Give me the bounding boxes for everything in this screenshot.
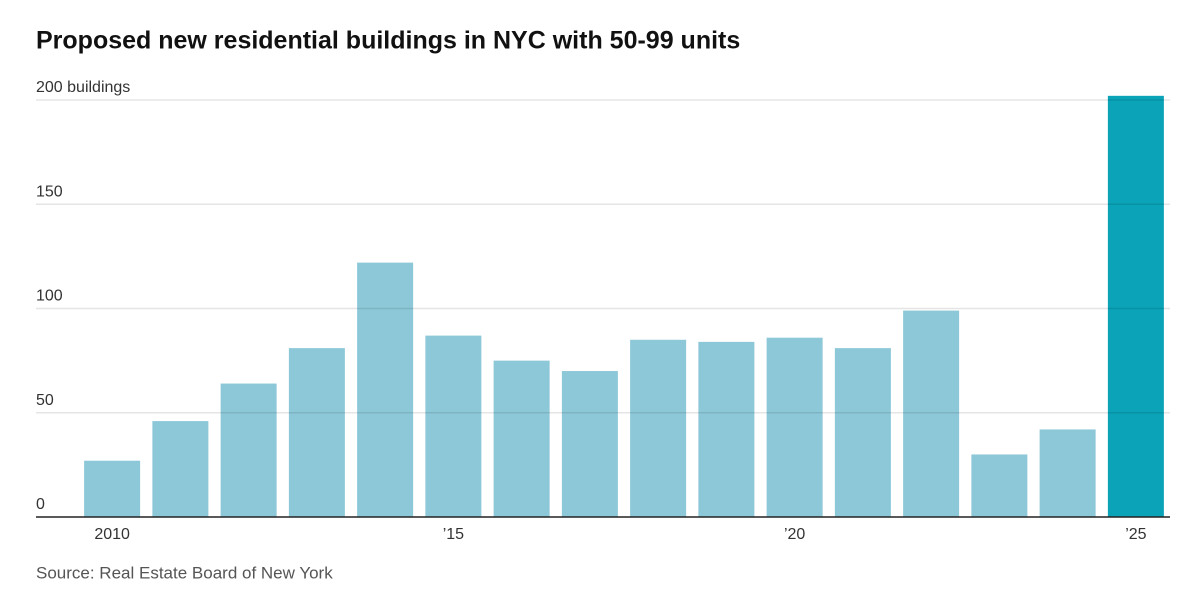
- bar: [84, 460, 141, 517]
- y-tick-label: 150: [36, 183, 63, 200]
- y-tick-label: 0: [36, 496, 45, 513]
- bar: [152, 421, 209, 517]
- bar: [425, 335, 482, 517]
- bar: [971, 454, 1028, 517]
- bar: [630, 339, 687, 517]
- bar: [766, 337, 823, 517]
- bar: [220, 383, 277, 517]
- bar: [288, 348, 345, 517]
- x-tick-label: ’15: [443, 526, 464, 543]
- bar: [1107, 95, 1164, 517]
- bar: [357, 262, 414, 517]
- y-tick-label: 100: [36, 288, 63, 305]
- bar: [493, 360, 550, 517]
- bar: [903, 310, 960, 517]
- bar: [834, 348, 891, 517]
- chart-title: Proposed new residential buildings in NY…: [36, 27, 740, 55]
- y-tick-label: 200 buildings: [36, 79, 130, 96]
- x-tick-label: ’20: [784, 526, 805, 543]
- bar: [698, 341, 755, 517]
- y-tick-label: 50: [36, 392, 54, 409]
- x-tick-label: ’25: [1125, 526, 1146, 543]
- bar: [1039, 429, 1096, 517]
- bar: [561, 371, 618, 517]
- source: Source: Real Estate Board of New York: [36, 563, 333, 582]
- x-tick-label: 2010: [94, 526, 130, 543]
